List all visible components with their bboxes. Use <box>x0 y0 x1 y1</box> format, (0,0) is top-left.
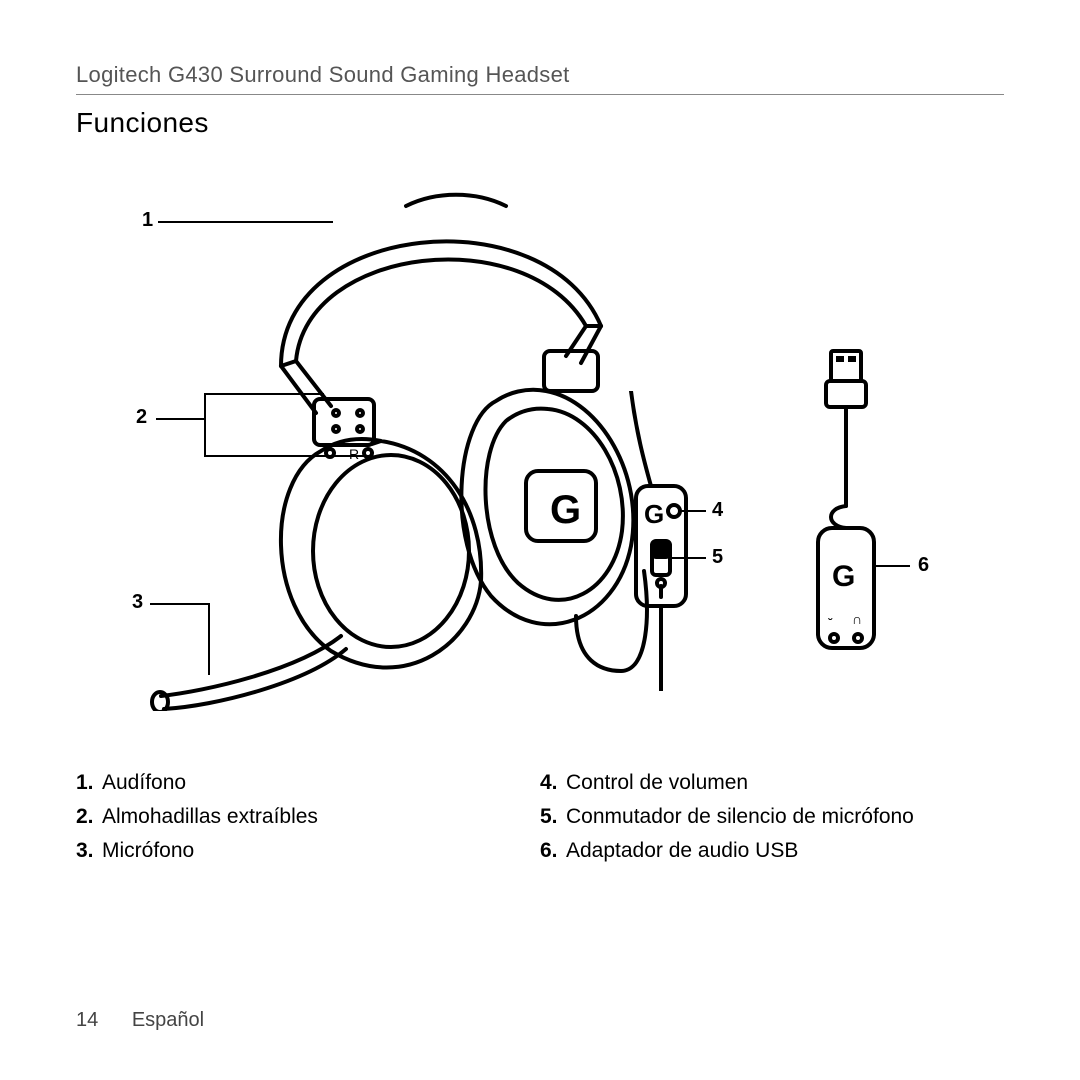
legend-item-text: Almohadillas extraíbles <box>102 805 318 829</box>
page-number: 14 <box>76 1009 98 1031</box>
legend-item-number: 1. <box>76 771 102 795</box>
callout-2-bracket-bottom <box>204 455 364 457</box>
callout-5-number: 5 <box>712 546 723 569</box>
legend-item-text: Adaptador de audio USB <box>566 839 798 863</box>
legend-item-text: Conmutador de silencio de micrófono <box>566 805 914 829</box>
callout-2-leader-h <box>156 418 204 420</box>
callout-6-number: 6 <box>918 554 929 577</box>
usb-adapter-illustration: G ⏑ ∩ <box>796 346 896 666</box>
legend-item-number: 3. <box>76 839 102 863</box>
callout-3-number: 3 <box>132 591 143 614</box>
legend-item: 3.Micrófono <box>76 839 540 863</box>
svg-text:∩: ∩ <box>852 611 862 627</box>
page-language: Español <box>132 1009 204 1031</box>
legend-item-text: Audífono <box>102 771 186 795</box>
legend: 1.Audífono2.Almohadillas extraíbles3.Mic… <box>76 771 1004 873</box>
inline-remote-illustration: G <box>616 391 706 691</box>
legend-item-number: 4. <box>540 771 566 795</box>
callout-3-leader-h <box>150 603 208 605</box>
legend-item-number: 6. <box>540 839 566 863</box>
logo-letter-usb: G <box>832 560 855 593</box>
earcup-r-letter: R <box>349 446 359 462</box>
callout-1-number: 1 <box>142 209 153 232</box>
headset-illustration: R G <box>146 151 666 711</box>
legend-item-number: 5. <box>540 805 566 829</box>
logo-letter-earcup: G <box>550 488 581 532</box>
page-title: Funciones <box>76 107 1004 139</box>
legend-item-text: Micrófono <box>102 839 194 863</box>
callout-5-leader <box>672 557 706 559</box>
svg-text:⏑: ⏑ <box>828 611 833 627</box>
page-header: Logitech G430 Surround Sound Gaming Head… <box>76 62 1004 95</box>
legend-col-right: 4.Control de volumen5.Conmutador de sile… <box>540 771 1004 873</box>
legend-item: 5.Conmutador de silencio de micrófono <box>540 805 1004 829</box>
callout-2-bracket-v <box>204 393 206 457</box>
legend-col-left: 1.Audífono2.Almohadillas extraíbles3.Mic… <box>76 771 540 873</box>
legend-item: 6.Adaptador de audio USB <box>540 839 1004 863</box>
callout-2-bracket-top <box>204 393 324 395</box>
page: Logitech G430 Surround Sound Gaming Head… <box>0 0 1080 1080</box>
callout-4-leader <box>678 510 706 512</box>
callout-1-leader <box>158 221 333 223</box>
callout-3-leader-v <box>208 603 210 675</box>
callout-6-leader <box>876 565 910 567</box>
legend-item: 2.Almohadillas extraíbles <box>76 805 540 829</box>
logo-letter-remote: G <box>644 499 664 529</box>
legend-item: 4.Control de volumen <box>540 771 1004 795</box>
diagram-area: R G G <box>76 151 996 711</box>
legend-item: 1.Audífono <box>76 771 540 795</box>
page-footer: 14 Español <box>76 1009 204 1032</box>
legend-item-number: 2. <box>76 805 102 829</box>
callout-2-number: 2 <box>136 406 147 429</box>
callout-4-number: 4 <box>712 499 723 522</box>
legend-item-text: Control de volumen <box>566 771 748 795</box>
